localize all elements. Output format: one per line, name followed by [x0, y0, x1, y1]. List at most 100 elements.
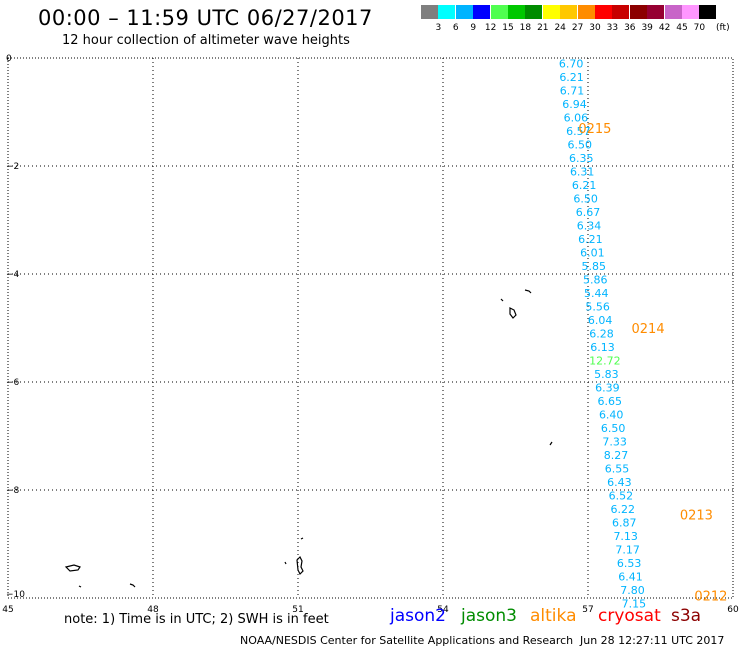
- wave-height-value: 7.17: [615, 543, 640, 556]
- color-scale-unit: (ft): [716, 23, 730, 33]
- map-frame: [7, 57, 734, 599]
- color-scale-label: 24: [554, 23, 566, 33]
- wave-height-value: 6.50: [601, 422, 626, 435]
- color-swatch: [473, 5, 491, 19]
- color-scale-label: 45: [676, 23, 688, 33]
- x-tick-label: 45: [2, 605, 13, 615]
- island-coastline: [509, 307, 517, 319]
- color-swatch: [699, 5, 717, 19]
- island-coastline: [524, 289, 532, 294]
- color-swatch: [490, 5, 508, 19]
- wave-height-value: 6.40: [599, 408, 624, 421]
- wave-height-value: 8.27: [604, 449, 629, 462]
- wave-height-value: 6.22: [611, 503, 636, 516]
- x-tick-label: 57: [582, 605, 593, 615]
- island-coastline: [300, 537, 304, 540]
- color-swatch: [542, 5, 560, 19]
- satellite-legend-item: jason3: [461, 606, 517, 626]
- color-scale-label: 70: [693, 23, 706, 33]
- wave-height-value: 6.87: [612, 516, 637, 529]
- wave-height-value: 5.86: [583, 273, 608, 286]
- wave-height-value: 7.15: [622, 597, 647, 610]
- wave-height-value: 6.21: [572, 179, 597, 192]
- wave-height-value: 6.39: [595, 381, 620, 394]
- wave-height-value: 6.52: [609, 489, 634, 502]
- color-scale-label: 33: [606, 23, 619, 33]
- color-scale-label: 3: [435, 23, 442, 33]
- x-tick-label: 51: [292, 605, 303, 615]
- wave-height-value: 6.43: [607, 476, 632, 489]
- wave-height-value: 5.56: [585, 300, 610, 313]
- wave-height-value: 6.65: [598, 395, 623, 408]
- color-swatch: [560, 5, 578, 19]
- color-scale-label: 42: [658, 23, 671, 33]
- y-tick-label: −10: [6, 590, 25, 600]
- wave-height-value: 12.72: [589, 354, 621, 367]
- color-swatch: [577, 5, 595, 19]
- wave-height-value: 6.50: [573, 192, 598, 205]
- map-title: 00:00 – 11:59 UTC 06/27/2017: [38, 6, 373, 30]
- color-swatch: [629, 5, 647, 19]
- footnote: note: 1) Time is in UTC; 2) SWH is in fe…: [64, 612, 329, 627]
- pass-time-label: 0214: [632, 322, 665, 337]
- color-swatch: [595, 5, 612, 19]
- wave-height-value: 5.85: [582, 260, 607, 273]
- color-swatch: [647, 5, 665, 19]
- y-tick-label: −6: [6, 378, 20, 388]
- y-tick-label: −2: [6, 162, 19, 172]
- y-tick-label: −4: [6, 270, 20, 280]
- map-subtitle: 12 hour collection of altimeter wave hei…: [62, 33, 350, 48]
- wave-height-value: 6.71: [560, 84, 585, 97]
- wave-height-value: 6.35: [569, 152, 594, 165]
- color-scale-label: 36: [624, 23, 636, 33]
- wave-height-value: 6.67: [576, 206, 601, 219]
- generation-timestamp: Jun 28 12:27:11 UTC 2017: [580, 634, 725, 647]
- color-swatch: [525, 5, 543, 19]
- satellite-legend-item: cryosat: [598, 606, 661, 626]
- wave-height-value: 6.01: [580, 246, 605, 259]
- satellite-legend-item: altika: [530, 606, 577, 626]
- color-scale-label: 27: [571, 23, 584, 33]
- island-coastline: [284, 561, 287, 565]
- island-coastline: [549, 441, 553, 446]
- color-swatch: [612, 5, 630, 19]
- wave-height-value: 6.41: [618, 570, 643, 583]
- wave-height-value: 6.34: [577, 219, 602, 232]
- color-scale-label: 15: [502, 23, 514, 33]
- pass-time-label: 0212: [694, 589, 727, 604]
- island-coastline: [78, 585, 82, 588]
- color-scale-label: 39: [641, 23, 653, 33]
- wave-height-value: 6.57: [566, 125, 591, 138]
- color-scale-label: 30: [589, 23, 601, 33]
- wave-height-value: 7.33: [602, 435, 627, 448]
- wave-height-value: 6.70: [559, 57, 584, 70]
- wave-height-value: 6.50: [568, 138, 593, 151]
- island-coastline: [500, 298, 504, 302]
- wave-height-value: 6.21: [578, 233, 603, 246]
- color-scale-label: 18: [519, 23, 532, 33]
- color-scale-label: 12: [484, 23, 497, 33]
- island-coastline: [296, 555, 304, 576]
- island-coastline: [129, 583, 136, 588]
- wave-height-value: 6.94: [562, 98, 587, 111]
- y-tick-label: 0: [6, 54, 12, 64]
- satellite-legend-item: jason2: [390, 606, 446, 626]
- wave-height-value: 6.13: [590, 341, 615, 354]
- wave-height-value: 6.28: [589, 327, 614, 340]
- wave-height-value: 5.83: [594, 368, 619, 381]
- color-scale-label: 21: [537, 23, 549, 33]
- x-tick-label: 54: [437, 605, 449, 615]
- color-swatch: [682, 5, 699, 19]
- wave-height-value: 7.80: [620, 584, 645, 597]
- wave-height-value: 6.53: [617, 557, 642, 570]
- satellite-legend-item: s3a: [671, 606, 702, 626]
- wave-height-value: 6.31: [570, 165, 595, 178]
- x-tick-label: 48: [147, 605, 159, 615]
- wave-height-value: 6.21: [559, 71, 584, 84]
- credit-line: NOAA/NESDIS Center for Satellite Applica…: [240, 634, 574, 647]
- color-scale-label: 9: [470, 23, 477, 33]
- y-tick-label: −8: [6, 486, 20, 496]
- color-swatch: [664, 5, 682, 19]
- color-swatch: [508, 5, 525, 19]
